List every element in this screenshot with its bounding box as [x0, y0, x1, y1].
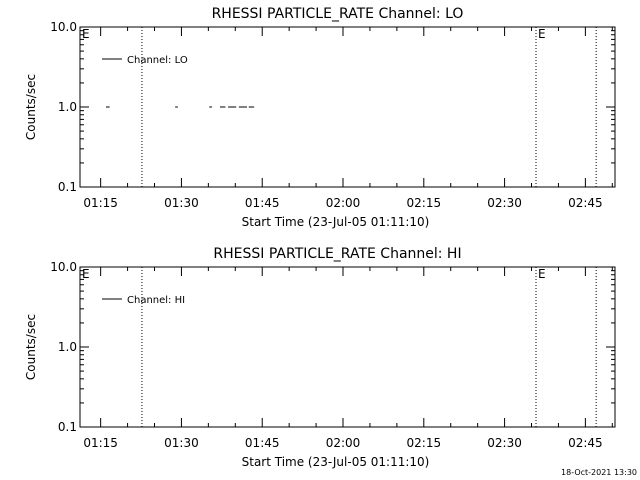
chart-title: RHESSI PARTICLE_RATE Channel: LO — [212, 6, 464, 22]
x-tick-label: 01:45 — [245, 436, 280, 450]
x-tick-label: 02:00 — [326, 436, 361, 450]
x-tick-label: 01:15 — [83, 436, 118, 450]
y-axis-label: Counts/sec — [24, 314, 38, 380]
y-tick-label: 0.1 — [58, 180, 77, 194]
event-marker-label: E — [538, 27, 546, 41]
plot-frame — [79, 26, 616, 188]
y-tick-label: 10.0 — [50, 260, 77, 274]
footer-timestamp: 18-Oct-2021 13:30 — [561, 468, 637, 477]
event-marker-label: E — [538, 267, 546, 281]
x-tick-label: 02:00 — [326, 196, 361, 210]
x-tick-label: 01:15 — [83, 196, 118, 210]
x-tick-label: 02:30 — [487, 196, 522, 210]
corner-label: E — [82, 27, 90, 41]
x-tick-label: 02:45 — [568, 436, 603, 450]
x-tick-label: 02:45 — [568, 196, 603, 210]
x-tick-label: 01:30 — [164, 436, 199, 450]
y-tick-label: 10.0 — [50, 20, 77, 34]
x-axis-label: Start Time (23-Jul-05 01:11:10) — [242, 215, 430, 229]
x-axis-label: Start Time (23-Jul-05 01:11:10) — [242, 455, 430, 469]
y-tick-label: 1.0 — [58, 100, 77, 114]
y-axis-label: Counts/sec — [24, 74, 38, 140]
x-tick-label: 01:45 — [245, 196, 280, 210]
chart-title: RHESSI PARTICLE_RATE Channel: HI — [213, 246, 461, 262]
x-tick-label: 02:15 — [407, 196, 442, 210]
legend-label: Channel: LO — [127, 55, 188, 66]
x-tick-label: 01:30 — [164, 196, 199, 210]
legend-label: Channel: HI — [127, 295, 185, 306]
y-tick-label: 1.0 — [58, 340, 77, 354]
x-tick-label: 02:15 — [407, 436, 442, 450]
plot-frame — [79, 266, 616, 428]
y-tick-label: 0.1 — [58, 420, 77, 434]
x-tick-label: 02:30 — [487, 436, 522, 450]
corner-label: E — [82, 267, 90, 281]
